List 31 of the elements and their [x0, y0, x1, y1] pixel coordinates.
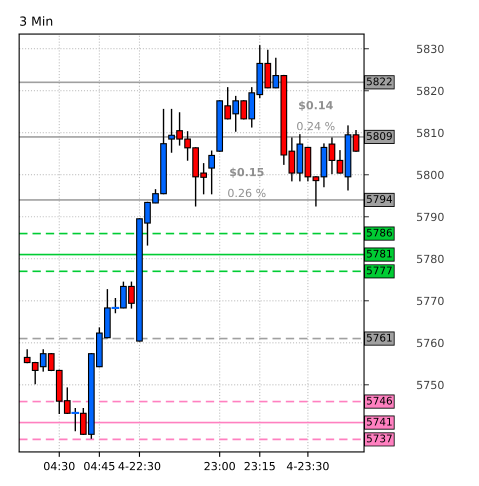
x-tick-label: 23:00: [204, 462, 235, 470]
ref-line-label: 5809: [366, 132, 392, 140]
y-tick-label: 5810: [416, 128, 444, 138]
x-tick-label: 23:15: [244, 462, 275, 470]
y-tick-label: 5800: [416, 170, 444, 180]
x-tick-label: 4-22:30: [118, 462, 160, 470]
annotation: $0.14: [299, 100, 333, 111]
y-tick-label: 5750: [416, 380, 444, 390]
x-tick-label: 04:30: [44, 462, 75, 470]
x-tick-label: 04:45: [84, 462, 114, 470]
ref-line-label: 5741: [366, 418, 392, 426]
ref-line-label: 5794: [366, 195, 392, 203]
ref-line-label: 5822: [366, 77, 392, 86]
ref-line-label: 5746: [366, 396, 392, 405]
annotation: $0.15: [230, 168, 264, 178]
chart-title: 3 Min: [20, 16, 52, 26]
candlestick: [208, 150, 216, 194]
y-tick-label: 5770: [416, 296, 444, 306]
ref-line-label: 5786: [366, 228, 392, 237]
y-tick-label: 5830: [416, 44, 444, 54]
x-tick-label: 4-23:30: [286, 462, 329, 470]
y-tick-label: 5780: [416, 254, 444, 264]
y-tick-label: 5790: [416, 212, 444, 222]
annotation: 0.26 %: [228, 188, 266, 198]
ref-line-label: 5761: [366, 334, 392, 342]
ref-line-label: 5777: [366, 266, 392, 274]
ref-line-label: 5737: [366, 434, 392, 442]
annotation: 0.24 %: [297, 122, 335, 130]
y-tick-label: 5760: [416, 338, 444, 348]
ref-line-label: 5781: [366, 250, 392, 258]
y-tick-label: 5820: [416, 86, 444, 96]
